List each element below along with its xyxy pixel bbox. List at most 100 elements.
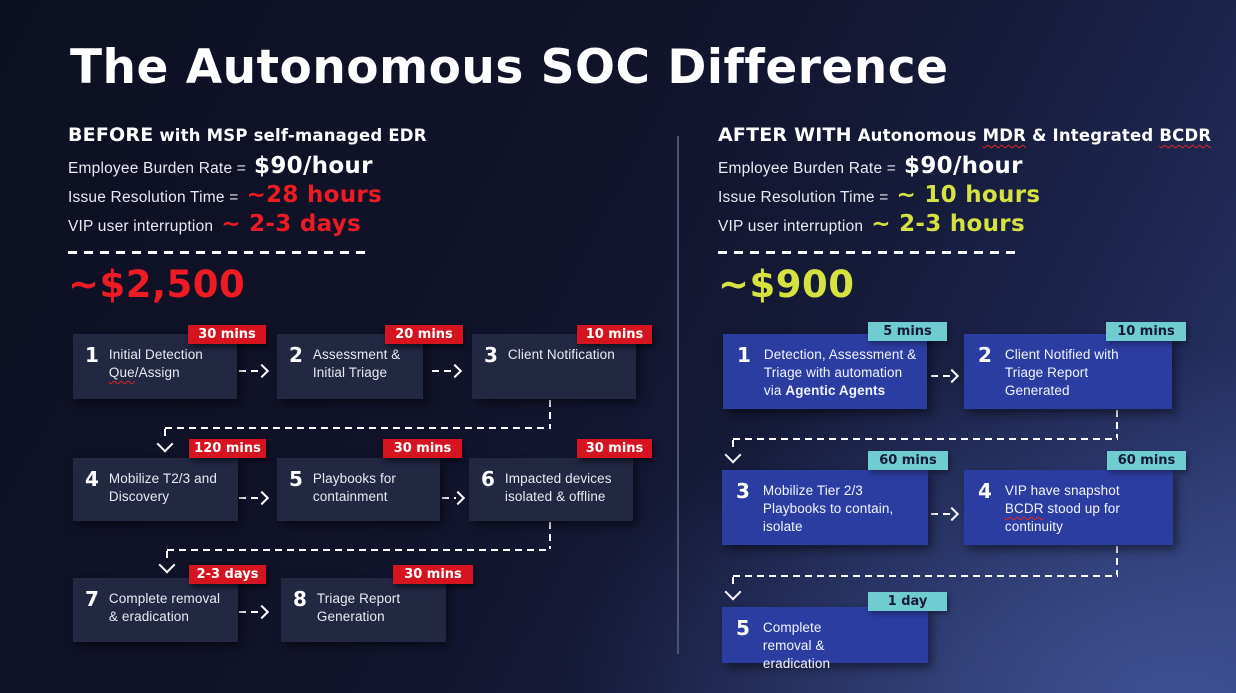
step-text: Client Notification (507, 347, 615, 362)
stat-value: $90/hour (904, 153, 1023, 179)
stat-value: ~ 2-3 days (221, 211, 362, 237)
step-text: VIP have snapshot BCDR stood up for cont… (1004, 483, 1120, 534)
stat-value: ~ 10 hours (896, 182, 1041, 208)
after-heading-text: & Integrated (1026, 126, 1160, 145)
flow-connector (1116, 410, 1118, 438)
arrow-head-icon (254, 604, 270, 620)
step-number: 5 (736, 616, 750, 640)
stat-vip-interruption: VIP user interruption ~ 2-3 hours (718, 211, 1236, 240)
flow-connector (549, 400, 551, 428)
column-divider (677, 136, 679, 654)
arrow-head-icon (254, 363, 270, 379)
stat-burden-rate: Employee Burden Rate = $90/hour (68, 153, 648, 182)
step-box-after-5: 5 Complete removal & eradication (722, 607, 928, 671)
time-badge: 30 mins (188, 325, 266, 344)
step-box-after-3: 3 Mobilize Tier 2/3 Playbooks to contain… (722, 470, 928, 545)
step-text: Client Notified with Triage Report Gener… (1004, 347, 1119, 398)
step-number: 3 (736, 479, 750, 503)
step-box-before-7: 7 Complete removal & eradication (73, 578, 238, 642)
arrow-head-icon (254, 490, 270, 506)
step-box-before-5: 5 Playbooks for containment (277, 458, 440, 521)
stat-value: ~28 hours (246, 182, 383, 208)
after-heading: AFTER WITH Autonomous MDR & Integrated B… (718, 124, 1236, 146)
step-box-after-2: 2 Client Notified with Triage Report Gen… (964, 334, 1172, 409)
step-number: 5 (289, 467, 303, 491)
step-box-before-8: 8 Triage Report Generation (281, 578, 446, 642)
time-badge: 30 mins (577, 439, 652, 458)
flow-arrow (442, 497, 456, 499)
stat-resolution-time: Issue Resolution Time = ~ 10 hours (718, 182, 1236, 211)
flow-connector (165, 427, 551, 429)
before-panel: BEFORE with MSP self-managed EDR Employe… (68, 124, 648, 306)
after-heading-bcdr: BCDR (1159, 126, 1212, 145)
after-heading-strong: AFTER WITH (718, 124, 852, 146)
step-number: 1 (85, 343, 99, 367)
agentic-agents-emphasis: Agentic Agents (785, 382, 886, 398)
step-box-before-6: 6 Impacted devices isolated & offline (469, 458, 633, 521)
before-heading-rest: with MSP self-managed EDR (153, 126, 427, 145)
step-number: 2 (978, 343, 992, 367)
flow-connector (1116, 546, 1118, 575)
time-badge: 2-3 days (189, 565, 266, 584)
time-badge: 60 mins (868, 451, 948, 470)
step-box-after-1: 1 Detection, Assessment & Triage with au… (723, 334, 927, 409)
flow-connector (732, 577, 734, 588)
time-badge: 10 mins (1106, 322, 1186, 341)
step-box-before-2: 2 Assessment & Initial Triage (277, 334, 423, 399)
step-number: 4 (978, 479, 992, 503)
time-badge: 1 day (868, 592, 947, 611)
page-title: The Autonomous SOC Difference (70, 40, 949, 95)
step-text: Mobilize T2/3 and Discovery (108, 471, 217, 504)
arrow-head-icon (944, 506, 960, 522)
step-number: 2 (289, 343, 303, 367)
step-number: 7 (85, 587, 99, 611)
step-text: Assessment & Initial Triage (312, 347, 401, 380)
stat-value: $90/hour (254, 153, 373, 179)
flow-connector (732, 440, 734, 451)
step-number: 3 (484, 343, 498, 367)
arrow-head-icon (158, 556, 176, 574)
dashed-divider (718, 251, 1021, 254)
before-heading: BEFORE with MSP self-managed EDR (68, 124, 648, 146)
time-badge: 30 mins (383, 439, 462, 458)
flow-connector (166, 551, 168, 561)
after-total-cost: ~$900 (718, 263, 855, 306)
stat-label: VIP user interruption (68, 218, 214, 235)
time-badge: 120 mins (189, 439, 266, 458)
flow-arrow (432, 370, 452, 372)
after-heading-text: Autonomous (851, 126, 983, 145)
stat-label: Issue Resolution Time = (68, 189, 239, 206)
step-text: Mobilize Tier 2/3 Playbooks to contain, … (762, 483, 894, 534)
step-text: Initial Detection Que/Assign (108, 347, 203, 380)
after-heading-mdr: MDR (982, 126, 1026, 145)
step-box-before-4: 4 Mobilize T2/3 and Discovery (73, 458, 238, 521)
misspelled-word: Que (108, 364, 135, 380)
step-number: 6 (481, 467, 495, 491)
stat-label: VIP user interruption (718, 218, 864, 235)
arrow-head-icon (156, 435, 174, 453)
step-number: 8 (293, 587, 307, 611)
step-box-before-1: 1 Initial Detection Que/Assign (73, 334, 237, 399)
before-heading-strong: BEFORE (68, 124, 154, 146)
dashed-divider (68, 251, 371, 254)
step-number: 1 (737, 343, 751, 367)
arrow-head-icon (450, 490, 466, 506)
flow-arrow (239, 611, 259, 613)
after-panel: AFTER WITH Autonomous MDR & Integrated B… (718, 124, 1236, 306)
step-text: Triage Report Generation (316, 591, 401, 624)
misspelled-word: BCDR (1004, 500, 1044, 516)
flow-connector (733, 575, 1118, 577)
arrow-head-icon (447, 363, 463, 379)
flow-connector (164, 429, 166, 441)
arrow-head-icon (724, 446, 742, 464)
step-number: 4 (85, 467, 99, 491)
flow-connector (733, 438, 1118, 440)
stat-value: ~ 2-3 hours (871, 211, 1025, 237)
flow-arrow (239, 370, 259, 372)
stat-burden-rate: Employee Burden Rate = $90/hour (718, 153, 1236, 182)
flow-arrow (931, 513, 950, 515)
step-text: Playbooks for containment (312, 471, 397, 504)
before-total-cost: ~$2,500 (68, 263, 246, 306)
step-text: Complete removal & eradication (762, 620, 831, 671)
